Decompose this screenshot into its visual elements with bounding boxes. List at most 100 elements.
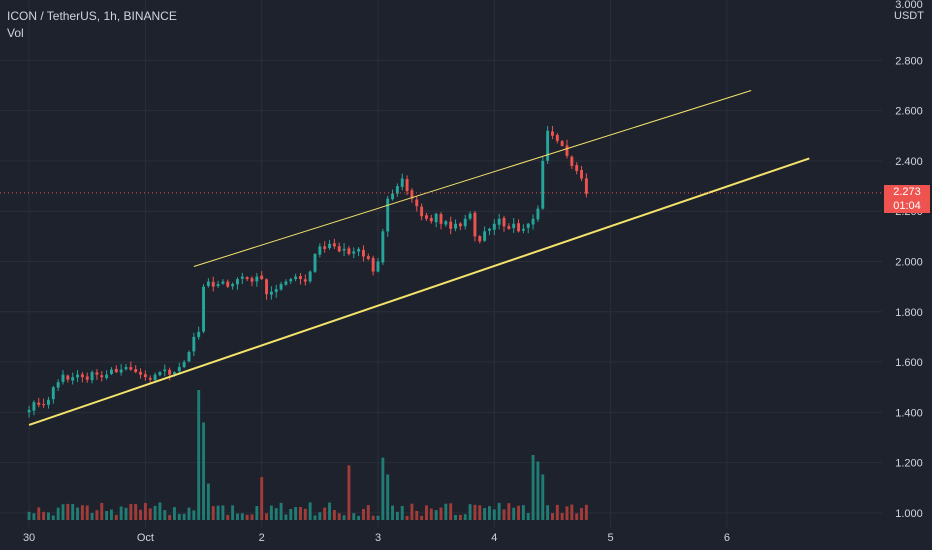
candle-body <box>444 221 448 225</box>
volume-bar <box>444 503 448 520</box>
volume-bar <box>289 508 293 520</box>
volume-bar <box>560 512 564 520</box>
volume-bar <box>541 474 545 520</box>
candle-body <box>492 223 496 230</box>
candle-body <box>284 281 288 285</box>
candle-body <box>187 352 191 362</box>
volume-bar <box>318 512 322 520</box>
candle-body <box>226 281 230 287</box>
price-tick-label: 2.000 <box>895 256 923 268</box>
trendlines[interactable] <box>28 90 810 426</box>
volume-bar <box>61 504 65 520</box>
support-trendline <box>28 157 810 426</box>
candle-body <box>110 369 113 374</box>
candle-body <box>449 221 453 229</box>
volume-bar <box>226 514 230 520</box>
candle-body <box>168 369 172 375</box>
volume-bar <box>429 508 433 520</box>
candle-body <box>134 369 138 373</box>
candle-body <box>328 243 331 249</box>
candle-body <box>153 374 157 381</box>
volume-bar <box>357 515 361 520</box>
candle-body <box>439 214 443 224</box>
candle-body <box>386 198 390 232</box>
candle-body <box>32 402 36 411</box>
candle-body <box>173 372 176 375</box>
volume-bar <box>269 505 273 520</box>
volume-bar <box>129 504 133 520</box>
candle-body <box>221 281 225 284</box>
candle-body <box>517 223 520 232</box>
volume-bar <box>584 504 588 520</box>
volume-bar <box>352 513 356 520</box>
candle-body <box>570 156 574 166</box>
candle-body <box>575 165 579 171</box>
volume-bar <box>197 390 201 520</box>
time-tick-label: 4 <box>491 532 497 544</box>
candle-body <box>366 256 370 259</box>
candle-body <box>158 372 162 376</box>
candle-body <box>468 213 472 219</box>
candle-body <box>100 375 104 378</box>
candle-body <box>463 218 467 227</box>
time-tick-label: 5 <box>608 532 614 544</box>
candle-body <box>47 399 50 405</box>
candle-body <box>565 145 569 156</box>
candle-body <box>231 284 235 287</box>
candle-body <box>337 246 341 252</box>
volume-bar <box>153 505 157 520</box>
candle-body <box>362 249 365 257</box>
volume-bar <box>100 502 104 520</box>
volume-bars <box>27 390 588 520</box>
volume-bar <box>182 513 186 520</box>
candle-body <box>395 186 399 194</box>
volume-bar <box>342 515 346 520</box>
volume-bar <box>420 515 424 520</box>
candle-body <box>206 281 210 286</box>
volume-bar <box>245 514 249 520</box>
candle-body <box>119 369 123 373</box>
candle-body <box>318 246 322 255</box>
time-axis[interactable]: 30 Oct 2 3 4 5 6 <box>23 532 730 544</box>
volume-bar <box>274 508 278 520</box>
volume-bar <box>570 504 574 520</box>
candle-body <box>425 215 428 219</box>
volume-bar <box>85 505 89 520</box>
candle-body <box>512 223 516 229</box>
price-tick-label: 1.800 <box>895 307 923 319</box>
volume-bar <box>473 504 477 520</box>
candle-body <box>521 228 525 231</box>
price-tick-label: 1.000 <box>895 508 923 520</box>
volume-bar <box>497 502 501 520</box>
candle-body <box>250 278 254 282</box>
candle-body <box>332 243 336 247</box>
candle-body <box>347 248 351 254</box>
price-tick-label: 2.600 <box>895 106 923 118</box>
volume-bar <box>521 505 525 520</box>
volume-bar <box>110 509 113 520</box>
volume-bar <box>76 507 79 520</box>
volume-indicator-label[interactable]: Vol <box>7 26 24 40</box>
volume-bar <box>105 511 109 520</box>
volume-bar <box>488 506 491 520</box>
candle-body <box>352 251 356 254</box>
volume-bar <box>56 507 60 520</box>
volume-bar <box>395 511 399 520</box>
symbol-title[interactable]: ICON / TetherUS, 1h, BINANCE <box>7 9 177 23</box>
candle-body <box>211 281 215 287</box>
candle-body <box>274 289 278 293</box>
candlesticks <box>27 125 588 418</box>
volume-bar <box>163 510 167 520</box>
candle-body <box>454 223 457 229</box>
volume-bar <box>211 506 215 520</box>
candle-body <box>255 276 259 282</box>
candle-body <box>502 218 506 227</box>
volume-bar <box>536 461 540 520</box>
candle-body <box>536 208 540 220</box>
volume-bar <box>337 513 341 520</box>
candle-body <box>51 387 55 400</box>
candle-body <box>458 223 462 227</box>
candle-body <box>531 218 535 225</box>
candle-body <box>507 226 511 229</box>
